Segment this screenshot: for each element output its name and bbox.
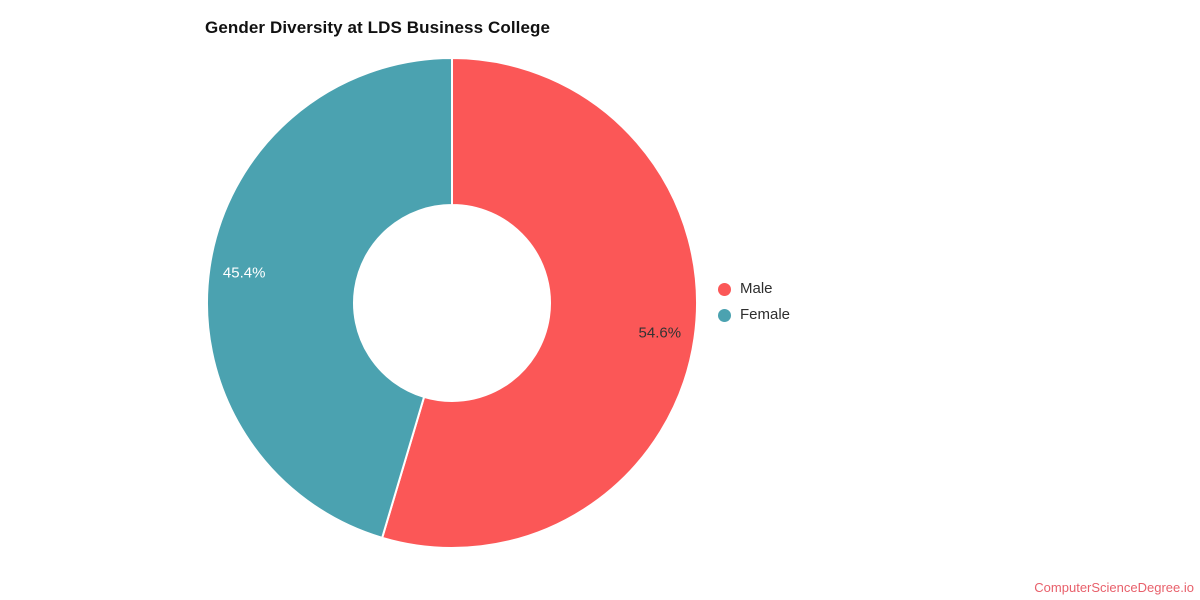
slice-label-male: 54.6%	[639, 325, 682, 342]
chart-title: Gender Diversity at LDS Business College	[205, 18, 551, 37]
legend-swatch-female-icon	[718, 308, 731, 322]
legend-item-male: Male	[718, 279, 790, 299]
legend-swatch-male-icon	[718, 282, 731, 296]
donut-slice-female	[206, 57, 453, 539]
legend-label-female: Female	[740, 306, 791, 323]
chart-legend: Male Female	[718, 279, 790, 325]
slice-label-female: 45.4%	[223, 264, 266, 281]
watermark-link[interactable]: ComputerScienceDegree.io	[1034, 580, 1194, 595]
legend-item-female: Female	[718, 305, 790, 325]
donut-slice-male	[381, 57, 698, 549]
legend-label-male: Male	[740, 280, 773, 297]
